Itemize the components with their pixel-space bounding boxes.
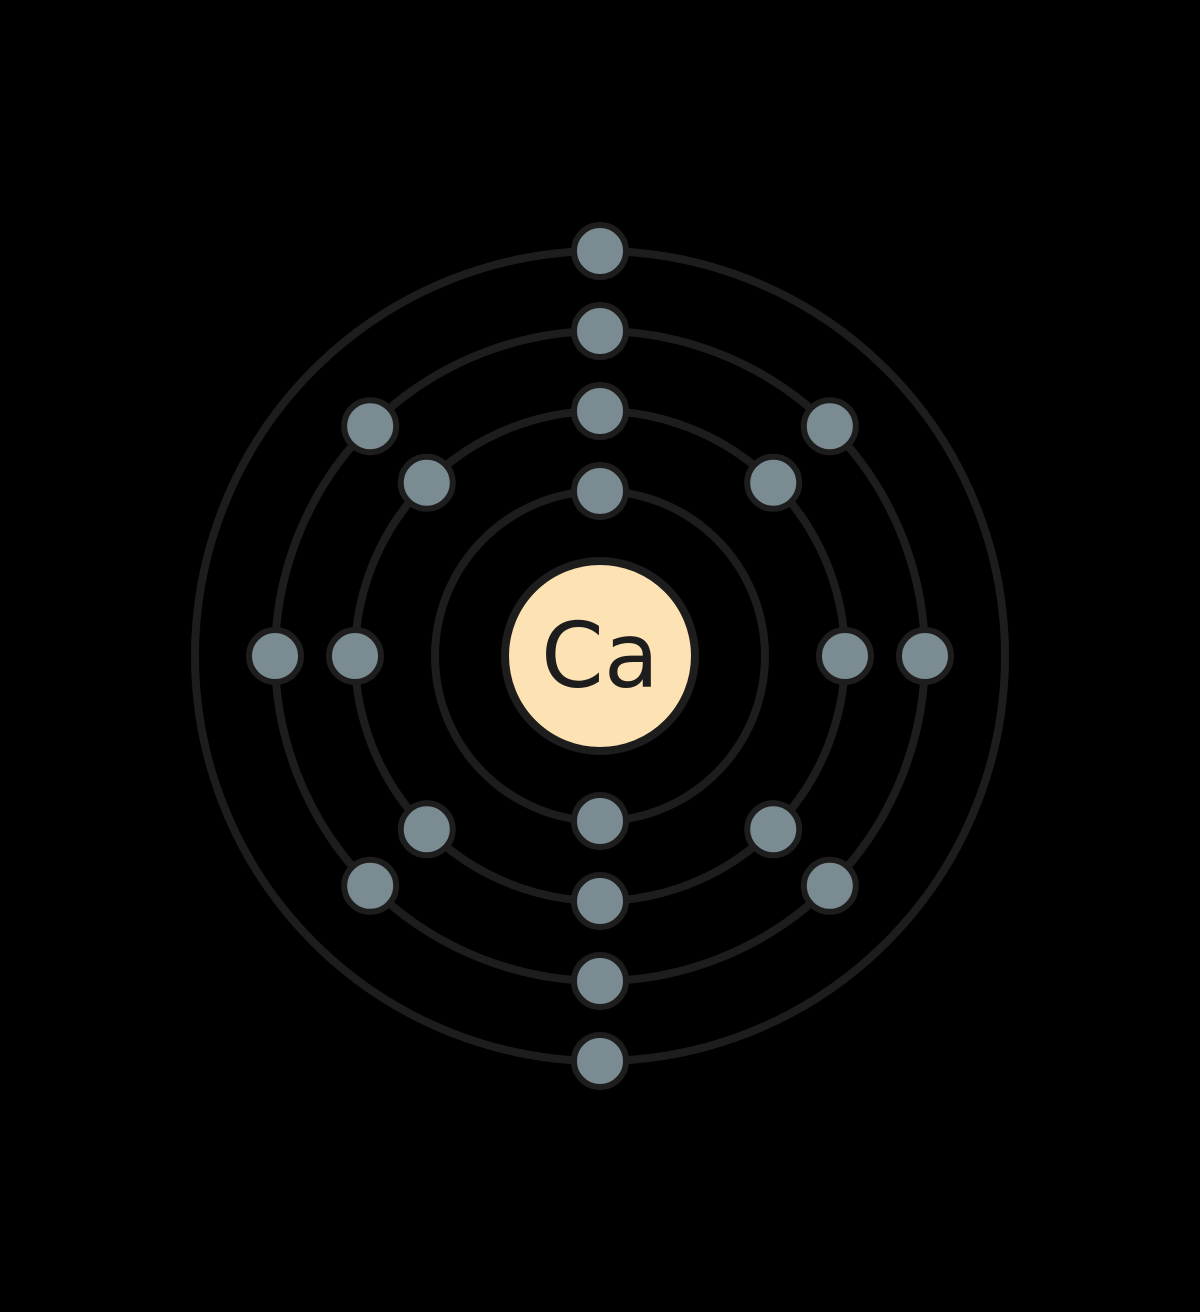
electron-s3-4 [344, 400, 396, 452]
electron-s4-1 [574, 225, 626, 277]
electron-s4-2 [574, 1035, 626, 1087]
electron-s3-5 [249, 630, 301, 682]
electron-s3-2 [804, 400, 856, 452]
electron-s3-1 [899, 630, 951, 682]
electron-s1-1 [574, 465, 626, 517]
electron-s1-2 [574, 795, 626, 847]
electron-s2-4 [401, 457, 453, 509]
electron-s2-5 [329, 630, 381, 682]
electron-s2-3 [574, 385, 626, 437]
electron-shell-diagram: Ca [0, 0, 1200, 1312]
nucleus-symbol: Ca [541, 604, 659, 709]
electron-s2-7 [574, 875, 626, 927]
electron-s3-6 [344, 860, 396, 912]
electron-s2-8 [747, 803, 799, 855]
electron-s2-6 [401, 803, 453, 855]
electron-s3-8 [804, 860, 856, 912]
electron-s2-2 [747, 457, 799, 509]
electron-s2-1 [819, 630, 871, 682]
electron-s3-3 [574, 305, 626, 357]
electron-s3-7 [574, 955, 626, 1007]
